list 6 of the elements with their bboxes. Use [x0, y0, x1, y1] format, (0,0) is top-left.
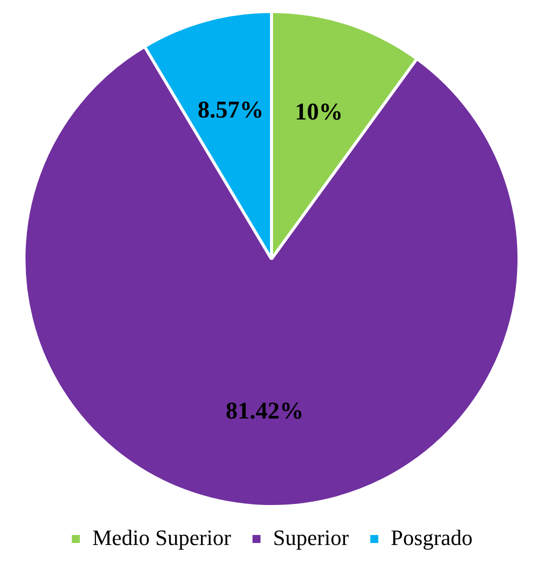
data-label: 10% [294, 99, 343, 126]
legend-label: Medio Superior [92, 524, 232, 550]
data-label: 81.42% [226, 398, 304, 424]
data-label: 8.57% [198, 97, 264, 124]
legend-label: Superior [273, 524, 350, 550]
legend-label: Posgrado [390, 524, 473, 550]
